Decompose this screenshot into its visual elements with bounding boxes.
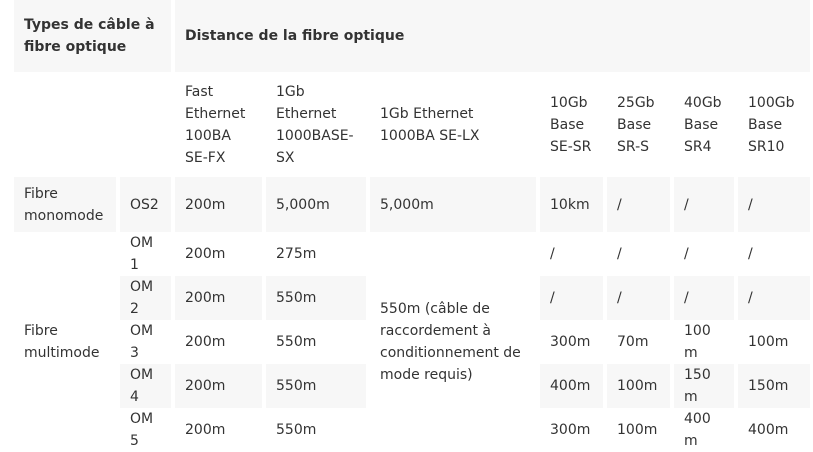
- table-cell: /: [540, 276, 608, 320]
- table-cell: /: [748, 246, 753, 262]
- table-cell: 100m: [674, 320, 739, 364]
- table-cell: 300m: [540, 408, 608, 452]
- table-cell: 550m: [266, 276, 371, 320]
- table-cell: 200m: [175, 232, 267, 276]
- table-cell: /: [607, 177, 675, 232]
- distance-header: Distance de la fibre optique: [175, 0, 811, 72]
- lx-merged-cell: 550m (câble de raccordement à conditionn…: [370, 232, 541, 452]
- table-cell: 400m: [748, 422, 789, 438]
- table-cell: 550m: [266, 364, 371, 408]
- table-cell: 400m: [540, 364, 608, 408]
- header-row: Types de câble à fibre optique Distance …: [14, 0, 811, 72]
- column-header: 25Gb Base SR-S: [607, 72, 675, 177]
- table-cell: 5,000m: [370, 177, 541, 232]
- table-cell: 550m: [266, 320, 371, 364]
- column-header: 1Gb Ethernet 1000BASE-SX: [266, 72, 371, 177]
- table-cell: 200m: [175, 320, 267, 364]
- fiber-code: OM4: [120, 364, 176, 408]
- table-cell: 200m: [175, 276, 267, 320]
- table-cell: 200m: [175, 408, 267, 452]
- fiber-code: OM2: [120, 276, 176, 320]
- cable-types-header: Types de câble à fibre optique: [14, 0, 176, 72]
- table-cell: 300m: [540, 320, 608, 364]
- column-header-row: Fast Ethernet 100BA SE-FX 1Gb Ethernet 1…: [14, 72, 810, 177]
- table-row: Fibre monomode OS2 200m 5,000m 5,000m 10…: [14, 177, 811, 232]
- column-header: 100Gb Base SR10: [748, 94, 795, 155]
- table-cell: /: [738, 276, 811, 320]
- table-cell: 275m: [266, 232, 371, 276]
- table-row: OM2 200m 550m / / / /: [14, 276, 811, 320]
- table-cell: 100m: [748, 334, 789, 350]
- table-cell: 200m: [175, 364, 267, 408]
- table-cell: /: [674, 232, 739, 276]
- table-row: OM4 200m 550m 400m 100m 150m 150m: [14, 364, 811, 408]
- fiber-code: OM5: [120, 408, 176, 452]
- table-row: OM3 200m 550m 300m 70m 100m 100m: [14, 320, 810, 364]
- table-cell: 5,000m: [266, 177, 371, 232]
- column-header: 40Gb Base SR4: [674, 72, 739, 177]
- multimode-label: Fibre multimode: [14, 232, 120, 452]
- table-cell: /: [674, 276, 739, 320]
- table-cell: 150m: [738, 364, 811, 408]
- table-cell: /: [607, 232, 675, 276]
- table-cell: 200m: [175, 177, 267, 232]
- column-header: Fast Ethernet 100BA SE-FX: [175, 72, 267, 177]
- table-cell: 100m: [607, 408, 675, 452]
- fiber-code: OS2: [120, 177, 176, 232]
- table-cell: 10km: [540, 177, 608, 232]
- table-row: Fibre multimode OM1 200m 275m 550m (câbl…: [14, 232, 810, 452]
- fiber-code: OM1: [120, 232, 176, 276]
- table-cell: 550m: [266, 408, 371, 452]
- table-cell: /: [607, 276, 675, 320]
- table-cell: /: [674, 177, 739, 232]
- table-cell: 400m: [674, 408, 739, 452]
- fiber-code: OM3: [120, 320, 176, 364]
- table-cell: 100m: [607, 364, 675, 408]
- blank-header-cell: [14, 72, 176, 177]
- table-cell: /: [540, 232, 608, 276]
- column-header: 1Gb Ethernet 1000BA SE-LX: [370, 72, 541, 177]
- table-cell: 70m: [607, 320, 675, 364]
- table-cell: /: [748, 196, 753, 213]
- fiber-distance-table: Types de câble à fibre optique Distance …: [14, 0, 811, 452]
- table-cell: 150m: [674, 364, 739, 408]
- column-header: 10Gb Base SE-SR: [540, 72, 608, 177]
- single-mode-label: Fibre monomode: [14, 177, 120, 232]
